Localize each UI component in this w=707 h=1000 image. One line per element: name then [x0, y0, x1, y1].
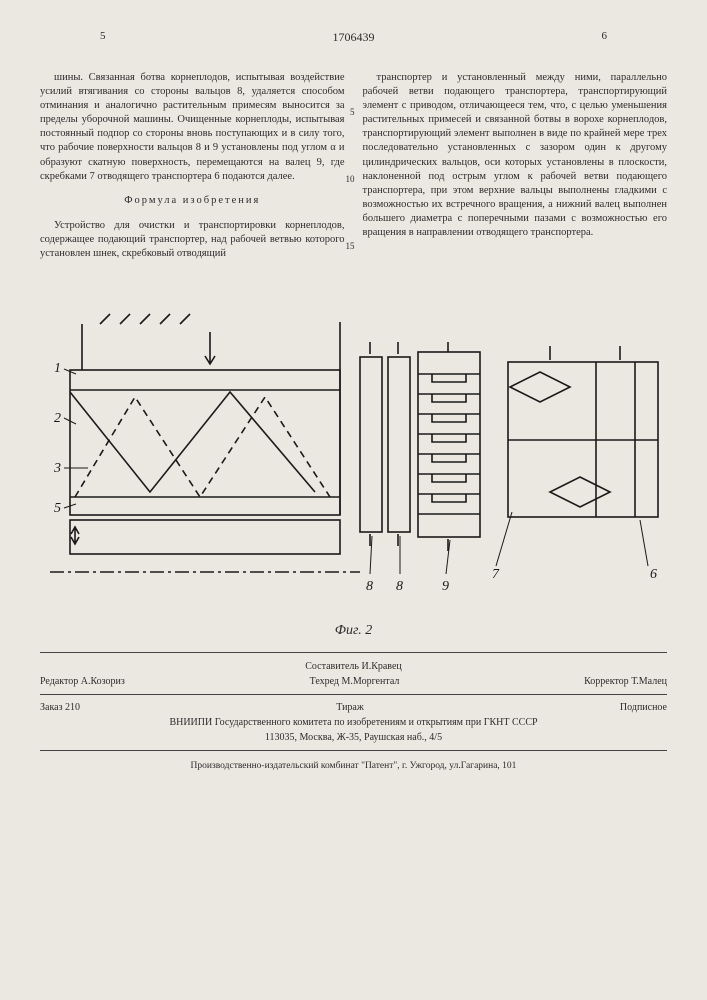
- editor-cell: Редактор А.Козориз: [40, 674, 125, 689]
- footer-order-row: Заказ 210 Тираж Подписное: [40, 700, 667, 715]
- order-cell: Заказ 210: [40, 700, 80, 715]
- left-para-1: шины. Связанная ботва корнеплодов, испыт…: [40, 71, 345, 184]
- document-number: 1706439: [333, 30, 375, 45]
- order-value: 210: [65, 702, 80, 713]
- arrow-down-icon: [205, 332, 215, 364]
- compiler-label: Составитель: [305, 661, 359, 672]
- techred-label: Техред: [310, 676, 339, 687]
- line-marker-10: 10: [346, 173, 355, 185]
- label-2: 2: [54, 411, 61, 426]
- footer-org1: ВНИИПИ Государственного комитета по изоб…: [40, 715, 667, 730]
- page: 5 1706439 6 шины. Связанная ботва корнеп…: [0, 0, 707, 1000]
- editor-name: А.Козориз: [81, 676, 125, 687]
- left-para-2: Устройство для очистки и транспортировки…: [40, 219, 345, 262]
- figure-svg: 1 2 3 5 8 8 9 7 6: [40, 312, 667, 612]
- label-1: 1: [54, 361, 61, 376]
- header-row: 5 1706439 6: [40, 30, 667, 50]
- footer-org2: Производственно-издательский комбинат "П…: [40, 759, 667, 773]
- corrector-label: Корректор: [584, 676, 629, 687]
- subscription-label: Подписное: [620, 700, 667, 715]
- column-number-right: 6: [602, 30, 608, 42]
- order-label: Заказ: [40, 702, 63, 713]
- compiler-name: И.Кравец: [361, 661, 401, 672]
- roller-9: [418, 352, 480, 537]
- figure-2: 1 2 3 5 8 8 9 7 6: [40, 312, 667, 622]
- column-number-left: 5: [100, 30, 106, 42]
- label-6: 6: [650, 567, 657, 582]
- tirage-label: Тираж: [336, 700, 364, 715]
- editor-label: Редактор: [40, 676, 78, 687]
- footer-addr1: 113035, Москва, Ж-35, Раушская наб., 4/5: [40, 730, 667, 745]
- footer: Составитель И.Кравец Редактор А.Козориз …: [40, 652, 667, 773]
- label-7: 7: [492, 567, 500, 582]
- label-8a: 8: [366, 579, 373, 594]
- figure-caption: Фиг. 2: [40, 623, 667, 639]
- line-marker-15: 15: [346, 240, 355, 252]
- corrector-cell: Корректор Т.Малец: [584, 674, 667, 689]
- scraper-top: [510, 372, 570, 402]
- scraper-bottom: [550, 477, 610, 507]
- formula-title: Формула изобретения: [40, 194, 345, 208]
- roller-8-middle: [388, 357, 410, 532]
- label-3: 3: [53, 461, 61, 476]
- techred-name: М.Моргентал: [342, 676, 400, 687]
- left-column: шины. Связанная ботва корнеплодов, испыт…: [40, 60, 345, 272]
- label-8b: 8: [396, 579, 403, 594]
- right-column: транспортер и установленный между ними, …: [363, 60, 668, 272]
- text-columns: шины. Связанная ботва корнеплодов, испыт…: [40, 60, 667, 272]
- corrector-name: Т.Малец: [631, 676, 667, 687]
- label-5: 5: [54, 501, 61, 516]
- right-para-1: транспортер и установленный между ними, …: [363, 71, 668, 241]
- techred-cell: Техред М.Моргентал: [310, 674, 400, 689]
- label-9: 9: [442, 579, 449, 594]
- footer-compiler: Составитель И.Кравец: [40, 659, 667, 674]
- footer-credits: Редактор А.Козориз Техред М.Моргентал Ко…: [40, 674, 667, 689]
- line-marker-5: 5: [350, 106, 355, 118]
- roller-8-left: [360, 357, 382, 532]
